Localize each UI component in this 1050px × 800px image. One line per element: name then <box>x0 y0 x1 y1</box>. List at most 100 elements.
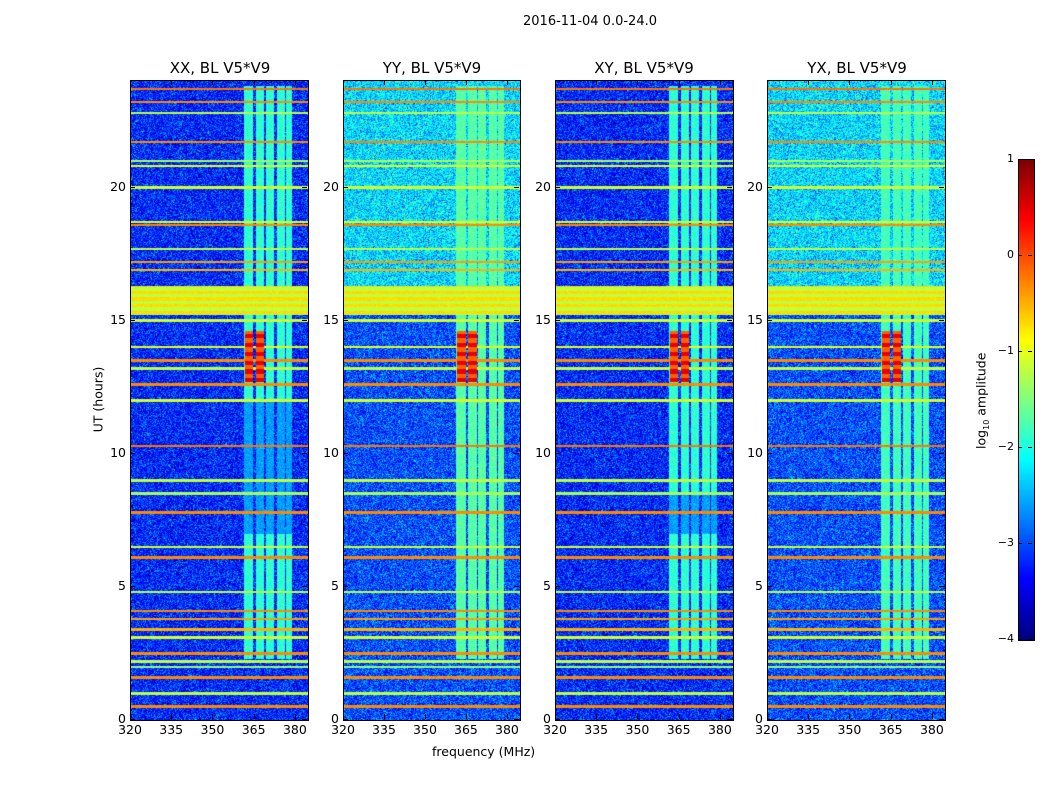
x-tick-mark <box>890 80 892 85</box>
y-tick-mark <box>939 186 944 188</box>
x-tick-label: 380 <box>282 722 307 737</box>
colorbar-tick-mark <box>1028 255 1032 256</box>
y-tick-mark <box>130 585 135 587</box>
x-tick-mark <box>130 80 131 85</box>
y-tick-label: 20 <box>110 178 126 194</box>
x-tick-mark <box>130 714 131 719</box>
y-tick-mark <box>555 719 560 720</box>
y-tick-mark <box>302 585 307 587</box>
y-tick-mark <box>767 186 772 188</box>
y-tick-label: 5 <box>118 577 126 593</box>
x-tick-mark <box>596 714 598 719</box>
y-tick-label: 10 <box>535 444 551 460</box>
colorbar-tick-mark <box>1028 351 1032 352</box>
x-tick-mark <box>253 714 255 719</box>
colorbar-gradient <box>1019 160 1034 640</box>
x-tick-mark <box>767 714 768 719</box>
x-tick-mark <box>383 714 385 719</box>
y-tick-label: 5 <box>755 577 763 593</box>
waterfall-panel-yy <box>343 80 521 721</box>
y-tick-label: 15 <box>747 311 763 327</box>
y-tick-mark <box>727 186 732 188</box>
x-tick-mark <box>555 80 556 85</box>
x-tick-mark <box>343 80 344 85</box>
y-tick-label: 15 <box>535 311 551 327</box>
x-tick-mark <box>343 714 344 719</box>
colorbar-tick-label: 0 <box>1007 248 1014 261</box>
heatmap-yx <box>768 81 945 720</box>
x-tick-mark <box>465 80 467 85</box>
waterfall-panel-xy <box>555 80 734 721</box>
x-tick-mark <box>637 80 639 85</box>
colorbar-tick-mark <box>1028 447 1032 448</box>
y-tick-mark <box>514 719 519 720</box>
y-tick-label: 5 <box>331 577 339 593</box>
x-tick-label: 335 <box>159 722 184 737</box>
colorbar-tick-label: −2 <box>997 440 1014 453</box>
x-tick-mark <box>890 714 892 719</box>
x-tick-label: 320 <box>543 722 567 737</box>
colorbar-tick-mark <box>1018 159 1022 160</box>
y-tick-label: 20 <box>747 178 763 194</box>
y-tick-mark <box>939 452 944 454</box>
x-tick-label: 365 <box>666 722 691 737</box>
x-tick-mark <box>294 80 296 85</box>
colorbar-tick-label: 1 <box>1007 152 1014 165</box>
y-tick-label: 10 <box>110 444 126 460</box>
y-tick-mark <box>514 186 519 188</box>
colorbar-tick-label: −1 <box>997 344 1014 357</box>
y-tick-mark <box>514 452 519 454</box>
x-tick-mark <box>555 714 556 719</box>
x-tick-mark <box>383 80 385 85</box>
x-tick-mark <box>678 80 680 85</box>
colorbar-tick-mark <box>1018 351 1022 352</box>
y-tick-mark <box>302 186 307 188</box>
y-tick-mark <box>727 319 732 321</box>
y-tick-mark <box>727 585 732 587</box>
colorbar-tick-mark <box>1028 639 1032 640</box>
y-tick-mark <box>939 719 944 720</box>
y-tick-mark <box>343 186 348 188</box>
y-tick-mark <box>130 719 135 720</box>
y-tick-mark <box>130 319 135 321</box>
x-tick-label: 380 <box>707 722 732 737</box>
panel-title-yx: YX, BL V5*V9 <box>807 59 907 77</box>
x-tick-label: 380 <box>919 722 944 737</box>
y-tick-mark <box>514 585 519 587</box>
y-tick-mark <box>343 719 348 720</box>
x-tick-mark <box>253 80 255 85</box>
y-tick-label: 15 <box>110 311 126 327</box>
x-tick-label: 380 <box>495 722 519 737</box>
y-tick-label: 0 <box>331 711 339 726</box>
x-tick-label: 320 <box>118 722 142 737</box>
y-tick-label: 20 <box>323 178 339 194</box>
panel-title-xy: XY, BL V5*V9 <box>594 59 694 77</box>
y-tick-mark <box>555 452 560 454</box>
x-tick-label: 320 <box>755 722 779 737</box>
x-tick-label: 350 <box>625 722 650 737</box>
waterfall-panel-yx <box>767 80 946 721</box>
x-tick-mark <box>849 714 851 719</box>
heatmap-xy <box>556 81 733 720</box>
y-tick-label: 15 <box>323 311 339 327</box>
x-tick-mark <box>465 714 467 719</box>
y-tick-mark <box>767 452 772 454</box>
colorbar-label-log: log <box>973 429 989 449</box>
x-tick-mark <box>424 714 426 719</box>
panel-title-xx: XX, BL V5*V9 <box>169 59 271 77</box>
colorbar-tick-mark <box>1018 255 1022 256</box>
x-tick-label: 350 <box>413 722 437 737</box>
x-tick-mark <box>294 714 296 719</box>
y-tick-label: 10 <box>747 444 763 460</box>
x-tick-label: 365 <box>878 722 903 737</box>
y-tick-mark <box>767 319 772 321</box>
heatmap-xx <box>131 81 308 720</box>
y-tick-label: 10 <box>323 444 339 460</box>
y-tick-mark <box>727 719 732 720</box>
x-tick-mark <box>506 714 508 719</box>
x-tick-mark <box>719 714 721 719</box>
panel-title-yy: YY, BL V5*V9 <box>382 59 482 77</box>
x-tick-mark <box>808 80 810 85</box>
x-tick-label: 350 <box>837 722 862 737</box>
